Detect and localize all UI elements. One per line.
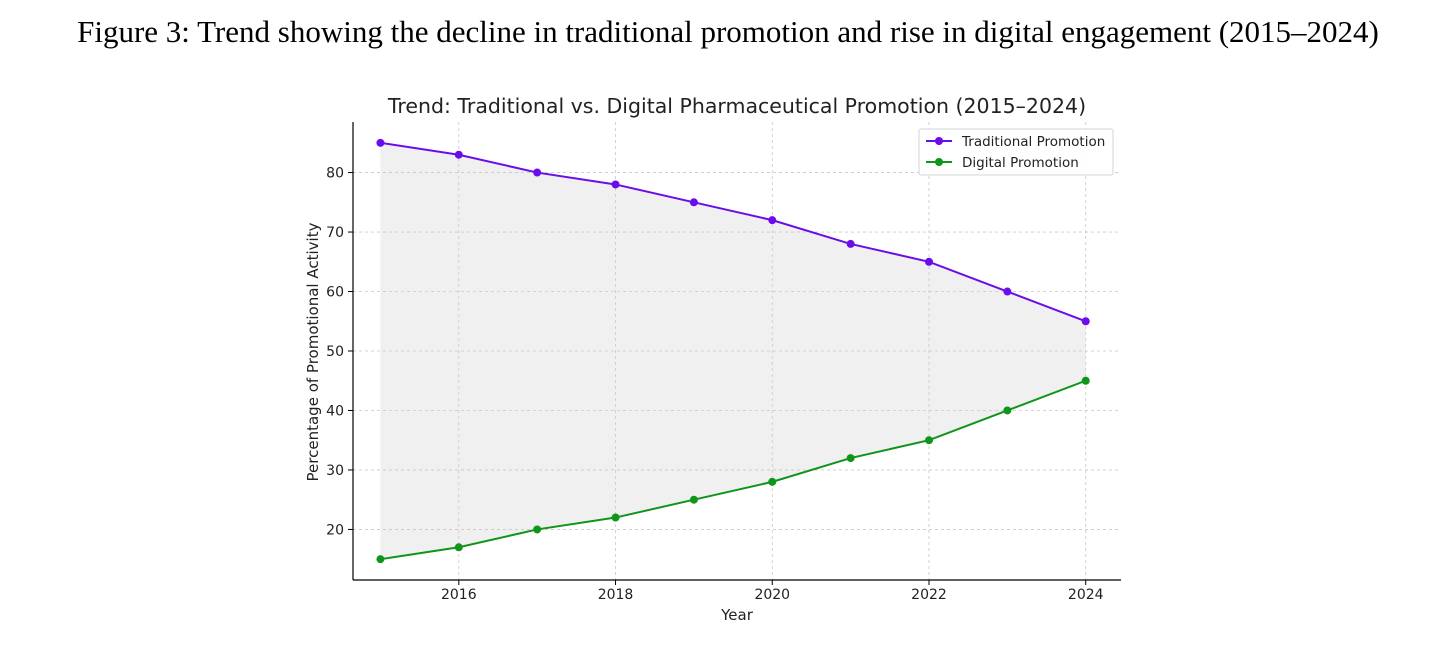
data-point: [1003, 287, 1012, 296]
data-point: [689, 495, 698, 504]
data-point: [1003, 406, 1012, 415]
legend-item: Traditional Promotion: [926, 134, 1105, 150]
x-tick-label: 2020: [754, 587, 790, 603]
data-point: [768, 216, 777, 225]
series-layer: [376, 138, 1090, 564]
data-point: [611, 180, 620, 189]
data-point: [846, 239, 855, 248]
grid-layer: [353, 122, 1121, 580]
data-point: [925, 436, 933, 445]
data-point: [925, 257, 933, 266]
figure-caption: Figure 3: Trend showing the decline in t…: [77, 14, 1379, 49]
data-point: [376, 555, 385, 564]
data-point: [846, 454, 855, 463]
x-tick-label: 2016: [441, 587, 477, 603]
data-point: [533, 168, 542, 177]
y-axis-label: Percentage of Promotional Activity: [304, 222, 322, 481]
legend: Traditional Promotion Digital Promotion: [918, 128, 1114, 176]
data-point: [454, 543, 463, 552]
y-tick-label: 80: [326, 166, 344, 182]
series-line: [380, 141, 1087, 323]
legend-box: [918, 128, 1114, 176]
legend-label: Traditional Promotion: [961, 134, 1105, 150]
data-point: [533, 525, 542, 534]
y-tick-label: 30: [326, 463, 344, 479]
y-tick-label: 40: [326, 403, 344, 419]
y-tick-label: 60: [326, 285, 344, 301]
series-line: [380, 379, 1087, 561]
data-point: [1081, 376, 1090, 385]
series-traditional-promotion: [376, 138, 1090, 326]
x-tick-label: 2024: [1068, 587, 1104, 603]
legend-marker: [935, 137, 943, 145]
chart-title: Trend: Traditional vs. Digital Pharmaceu…: [387, 94, 1086, 118]
series-digital-promotion: [376, 376, 1090, 564]
data-point: [689, 198, 698, 207]
x-axis-label: Year: [720, 606, 754, 624]
data-point: [376, 138, 385, 147]
y-tick-label: 70: [326, 225, 344, 241]
data-point: [611, 513, 620, 522]
legend-item: Digital Promotion: [926, 155, 1079, 171]
legend-label: Digital Promotion: [962, 155, 1079, 171]
data-point: [454, 150, 463, 159]
x-tick-label: 2022: [911, 587, 947, 603]
y-tick-label: 50: [326, 344, 344, 360]
data-point: [1081, 317, 1090, 326]
legend-marker: [935, 158, 943, 166]
x-tick-label: 2018: [598, 587, 634, 603]
axes-layer: 2016 2018 2020 2022 2024 20 30 40 50 60 70 80: [326, 122, 1121, 603]
y-tick-label: 20: [326, 522, 344, 538]
data-point: [768, 477, 777, 486]
